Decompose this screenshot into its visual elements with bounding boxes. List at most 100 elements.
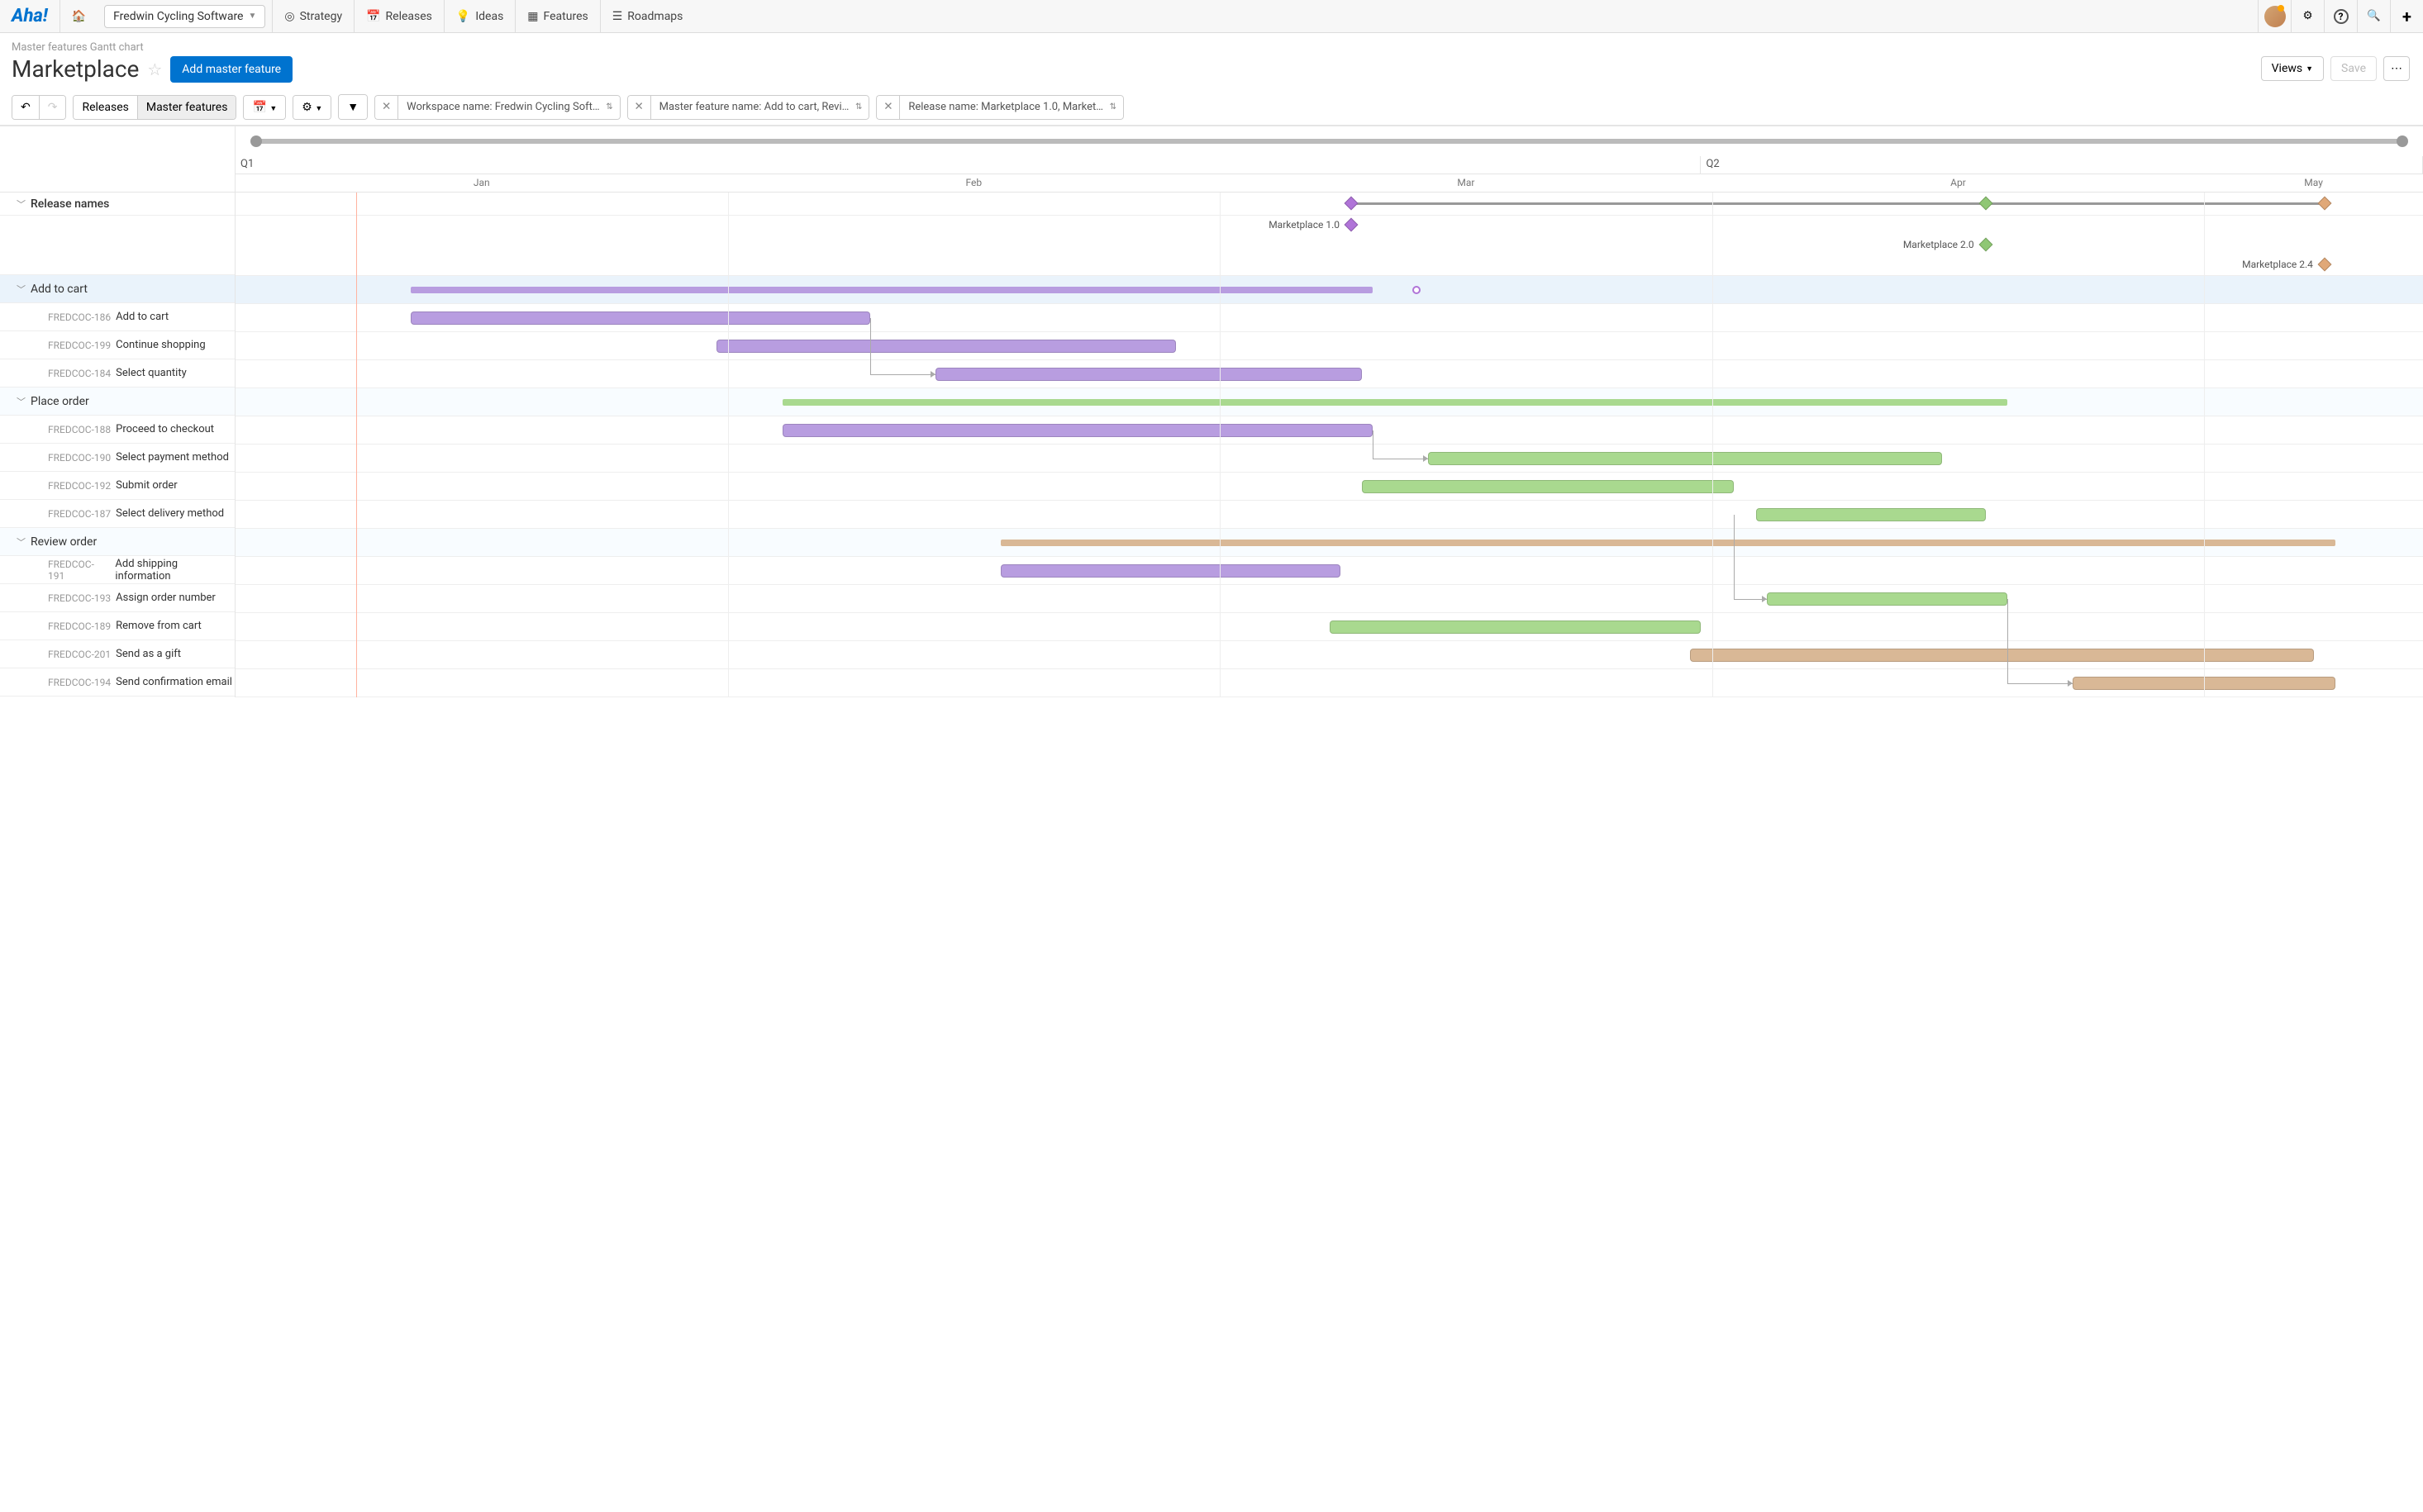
nav-features[interactable]: ▦ Features	[515, 0, 599, 33]
group-header[interactable]: ﹀Place order	[0, 388, 235, 416]
nav-label: Features	[544, 10, 588, 23]
page-header: Master features Gantt chart Marketplace …	[0, 33, 2423, 89]
task-row[interactable]: FREDCOC-201 Send as a gift	[0, 640, 235, 668]
more-button[interactable]: ⋯	[2383, 56, 2410, 81]
workspace-selector[interactable]: Fredwin Cycling Software ▼	[104, 5, 265, 28]
task-bar[interactable]	[411, 311, 870, 325]
save-button[interactable]: Save	[2330, 56, 2377, 81]
releases-section-header[interactable]: ﹀ Release names	[0, 193, 235, 216]
add-master-feature-button[interactable]: Add master feature	[170, 56, 293, 83]
quarter-label: Q2	[1701, 156, 2423, 174]
task-row[interactable]: FREDCOC-193 Assign order number	[0, 584, 235, 612]
tab-master-features[interactable]: Master features	[138, 96, 236, 119]
search-button[interactable]: 🔍	[2357, 0, 2390, 33]
target-icon: ◎	[284, 10, 294, 23]
gear-icon: ⚙	[2303, 10, 2313, 22]
settings-button[interactable]: ⚙	[2291, 0, 2324, 33]
milestone-diamond[interactable]	[2317, 197, 2331, 211]
timeline-scrubber[interactable]	[236, 126, 2423, 156]
scrub-handle-left[interactable]	[250, 136, 262, 147]
group-bracket-bar[interactable]	[1001, 540, 2335, 546]
task-bar[interactable]	[1001, 564, 1340, 578]
task-bar[interactable]	[935, 368, 1362, 381]
home-button[interactable]: 🏠	[60, 0, 98, 33]
quarter-header: Q1Q2	[236, 156, 2423, 174]
group-bracket-bar[interactable]	[783, 399, 2007, 406]
task-bar[interactable]	[1428, 452, 1942, 465]
filter-remove-button[interactable]: ✕	[374, 95, 397, 120]
gear-dropdown-button[interactable]: ⚙ ▼	[293, 96, 331, 119]
nav-roadmaps[interactable]: ☰Roadmaps	[600, 0, 695, 33]
release-label: Marketplace 2.0	[1903, 239, 1974, 250]
task-code: FREDCOC-188	[48, 424, 111, 435]
favorite-star-icon[interactable]: ☆	[147, 59, 162, 79]
filter-remove-button[interactable]: ✕	[876, 95, 899, 120]
grid-icon: ▦	[527, 10, 538, 23]
date-button[interactable]: 📅 ▼	[244, 96, 285, 119]
task-row[interactable]: FREDCOC-187 Select delivery method	[0, 500, 235, 528]
nav-ideas[interactable]: 💡Ideas	[444, 0, 515, 33]
task-name: Add to cart	[116, 311, 169, 323]
task-row[interactable]: FREDCOC-192 Submit order	[0, 472, 235, 500]
task-bar[interactable]	[1362, 480, 1734, 493]
task-bar[interactable]	[1690, 649, 2313, 662]
chevron-down-icon: ﹀	[17, 395, 26, 408]
nav-strategy[interactable]: ◎Strategy	[272, 0, 354, 33]
task-bar[interactable]	[1767, 592, 2007, 606]
dependency-line	[870, 374, 935, 375]
redo-icon: ↷	[48, 101, 58, 114]
nav-releases[interactable]: 📅Releases	[354, 0, 444, 33]
tab-releases[interactable]: Releases	[74, 96, 137, 119]
task-row[interactable]: FREDCOC-188 Proceed to checkout	[0, 416, 235, 444]
nav-label: Ideas	[475, 10, 503, 23]
filter-label[interactable]: Master feature name: Add to cart, Revi…	[650, 95, 870, 120]
views-button[interactable]: Views ▼	[2261, 56, 2324, 81]
help-button[interactable]: ?	[2324, 0, 2357, 33]
task-row[interactable]: FREDCOC-194 Send confirmation email	[0, 668, 235, 697]
task-bar[interactable]	[716, 340, 1176, 353]
month-label: May	[2204, 174, 2423, 192]
group-bar-row	[236, 276, 2423, 304]
task-bar[interactable]	[783, 424, 1373, 437]
task-bar[interactable]	[1330, 620, 1702, 634]
filter-pill: ✕Master feature name: Add to cart, Revi…	[627, 95, 870, 120]
dependency-line	[870, 318, 871, 374]
filter-button[interactable]: ▼	[339, 95, 367, 119]
dependency-line	[2007, 599, 2008, 683]
task-row[interactable]: FREDCOC-191 Add shipping information	[0, 556, 235, 584]
dependency-line	[1734, 515, 1735, 599]
milestone-diamond[interactable]	[2317, 258, 2331, 272]
milestone-marker[interactable]	[1412, 286, 1421, 294]
milestone-diamond[interactable]	[1978, 197, 1992, 211]
group-bracket-bar[interactable]	[411, 287, 1373, 293]
release-label: Marketplace 1.0	[1269, 219, 1340, 231]
milestone-diamond[interactable]	[1978, 238, 1992, 252]
task-name: Send confirmation email	[116, 676, 232, 688]
task-row[interactable]: FREDCOC-186 Add to cart	[0, 303, 235, 331]
filter-label[interactable]: Workspace name: Fredwin Cycling Soft…	[397, 95, 621, 120]
milestone-diamond[interactable]	[1344, 218, 1358, 232]
logo: Aha!	[0, 6, 60, 26]
task-row[interactable]: FREDCOC-199 Continue shopping	[0, 331, 235, 359]
nav-label: Roadmaps	[627, 10, 683, 23]
undo-button[interactable]: ↶	[12, 96, 40, 119]
task-bar-row	[236, 332, 2423, 360]
add-button[interactable]: +	[2390, 0, 2423, 33]
avatar-button[interactable]	[2258, 0, 2291, 33]
milestone-diamond[interactable]	[1344, 197, 1358, 211]
scrub-handle-right[interactable]	[2397, 136, 2408, 147]
filter-remove-button[interactable]: ✕	[627, 95, 650, 120]
group-header[interactable]: ﹀Add to cart	[0, 275, 235, 303]
task-row[interactable]: FREDCOC-184 Select quantity	[0, 359, 235, 388]
task-bar-row	[236, 613, 2423, 641]
task-bar-row	[236, 641, 2423, 669]
nav-label: Releases	[386, 10, 432, 23]
filter-label[interactable]: Release name: Marketplace 1.0, Market…	[899, 95, 1124, 120]
group-header[interactable]: ﹀Review order	[0, 528, 235, 556]
redo-button[interactable]: ↷	[40, 96, 66, 119]
task-row[interactable]: FREDCOC-189 Remove from cart	[0, 612, 235, 640]
task-row[interactable]: FREDCOC-190 Select payment method	[0, 444, 235, 472]
top-nav: Aha! 🏠 Fredwin Cycling Software ▼ ◎Strat…	[0, 0, 2423, 33]
task-bar[interactable]	[1756, 508, 1986, 521]
gridline	[1220, 193, 1221, 697]
